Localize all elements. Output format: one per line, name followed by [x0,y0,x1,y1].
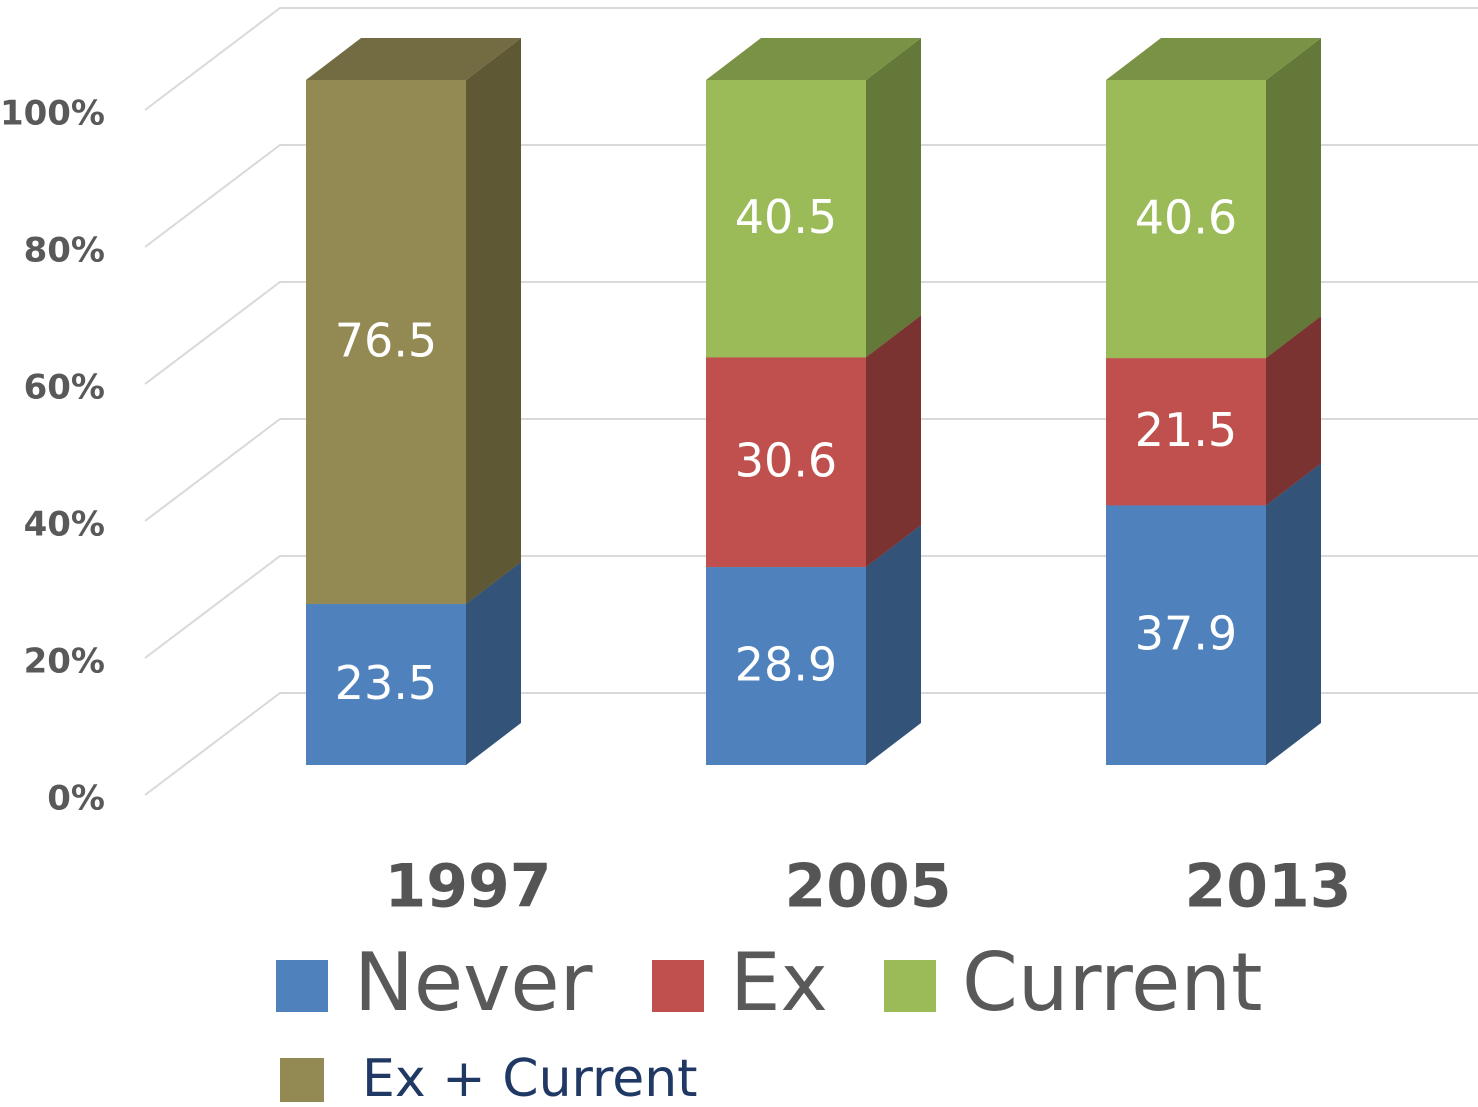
x-tick-label: 1997 [385,852,552,922]
legend-swatch [884,960,936,1012]
y-tick-label: 40% [24,505,105,545]
bar-top [706,38,921,80]
x-tick-label: 2005 [785,852,952,922]
data-label: 28.9 [735,638,837,692]
data-label: 37.9 [1135,607,1237,661]
data-label: 76.5 [335,314,437,368]
legend-label: Current [962,936,1262,1029]
data-label: 21.5 [1135,403,1237,457]
bar-front [706,357,866,568]
grid-line [144,281,1478,385]
y-tick-label: 0% [47,779,105,819]
x-tick-label: 2013 [1185,852,1352,922]
legend-swatch [652,960,704,1012]
bar-side [1266,316,1321,506]
y-tick-label: 60% [24,368,105,408]
bar-side [866,315,921,568]
legend-label: Never [354,936,593,1029]
grid-line [144,555,1478,659]
bar-front [1106,80,1266,359]
bar-front [1106,505,1266,765]
grid-line [144,418,1478,522]
legend-label: Ex + Current [362,1049,698,1107]
grid-line [144,144,1478,248]
bar-side [866,38,921,358]
y-tick-label: 80% [24,231,105,271]
bar-side [866,525,921,765]
bar-front [1106,358,1266,506]
bar-front [306,604,466,765]
legend-swatch [276,960,328,1012]
bar-side [466,38,521,605]
data-label: 30.6 [735,434,837,488]
legend-label: Ex [730,936,828,1029]
bar-front [306,80,466,605]
bar-top [1106,38,1321,80]
bar-side [1266,463,1321,765]
data-label: 40.6 [1135,191,1237,245]
bar-front [706,567,866,765]
bar-side [1266,38,1321,359]
y-tick-label: 100% [0,94,105,134]
y-tick-label: 20% [24,642,105,682]
bar-top [306,38,521,80]
bar-front [706,80,866,358]
grid-line [144,692,1478,796]
legend-swatch [280,1058,324,1102]
data-label: 40.5 [735,190,837,244]
grid-line [144,7,1478,111]
bar-side [466,562,521,765]
data-label: 23.5 [335,656,437,710]
